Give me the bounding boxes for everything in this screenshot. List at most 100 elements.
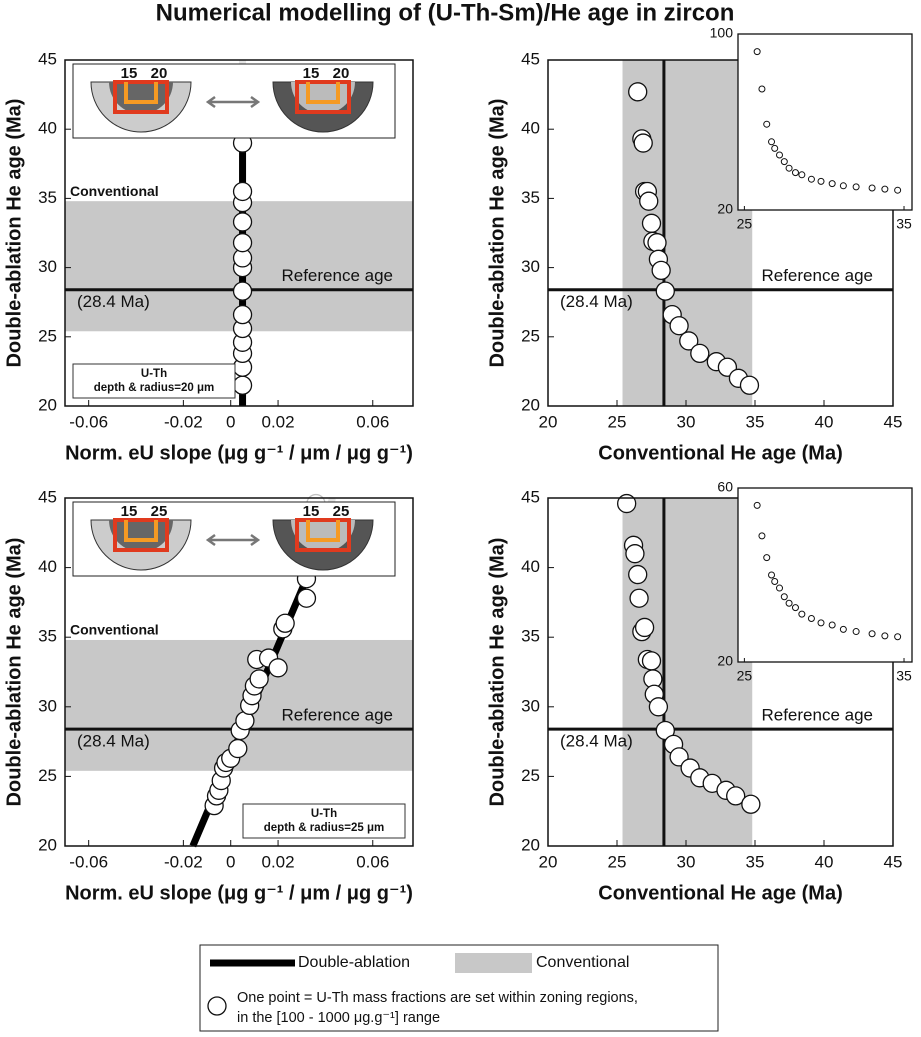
zone-inner xyxy=(306,520,340,542)
axes-frame xyxy=(547,59,894,407)
y-axis-label: Double-ablation He age (Ma) xyxy=(486,99,508,368)
y-tick-label: 45 xyxy=(521,487,540,506)
zone-outer xyxy=(113,518,169,552)
note-text: depth & radius=20 μm xyxy=(94,382,214,394)
y-tick-label: 20 xyxy=(521,395,540,414)
inset-point xyxy=(758,532,766,540)
data-point xyxy=(617,493,637,514)
data-point xyxy=(628,564,648,585)
data-point xyxy=(641,213,662,233)
axes-frame xyxy=(547,497,894,847)
y-axis-label: Double-ablation He age (Ma) xyxy=(486,538,508,807)
data-point xyxy=(275,613,295,633)
legend-label: Conventional xyxy=(536,954,629,971)
x-axis-label: Norm. eU slope (μg g⁻¹ / μm / μg g⁻¹) xyxy=(65,442,413,464)
x-tick-label: 0.06 xyxy=(356,412,389,431)
y-tick-label: 40 xyxy=(521,557,540,576)
y-tick-label: 25 xyxy=(521,326,540,345)
zone-outer-label: 25 xyxy=(333,503,350,520)
x-tick-label: 0.02 xyxy=(262,412,295,431)
band-label: Conventional xyxy=(70,183,159,199)
note-text: depth & radius=25 μm xyxy=(264,822,384,834)
data-point xyxy=(249,669,269,689)
legend-label: in the [100 - 1000 μg.g⁻¹] range xyxy=(237,1010,440,1026)
inset-point xyxy=(868,630,876,638)
reference-label: Reference age xyxy=(281,266,393,285)
data-point xyxy=(232,375,253,395)
inset-point xyxy=(768,571,776,579)
legend-label: One point = U-Th mass fractions are set … xyxy=(237,990,638,1006)
inset-point xyxy=(771,578,779,586)
note-text: U-Th xyxy=(311,808,337,820)
zone-inner xyxy=(124,82,158,104)
data-point xyxy=(628,82,648,102)
legend-band-swatch xyxy=(455,953,532,973)
x-tick-label: 35 xyxy=(746,852,765,871)
reference-value-label: (28.4 Ma) xyxy=(560,292,633,311)
inset-point xyxy=(758,85,766,93)
data-point xyxy=(634,617,655,638)
x-tick-label: 20 xyxy=(539,852,558,871)
x-tick-label: 30 xyxy=(677,412,696,431)
data-point xyxy=(648,697,669,717)
x-tick-label: 25 xyxy=(608,412,627,431)
inset-point xyxy=(881,632,889,640)
reference-label: Reference age xyxy=(281,706,393,725)
zone-outer-label: 25 xyxy=(151,503,168,520)
inset-x-tick-label: 35 xyxy=(896,668,912,684)
y-tick-label: 30 xyxy=(38,257,57,276)
x-tick-label: 0 xyxy=(226,412,235,431)
data-point xyxy=(232,212,253,232)
data-point xyxy=(651,260,671,281)
reference-label: Reference age xyxy=(761,706,873,725)
x-tick-label: 35 xyxy=(746,412,765,431)
data-point xyxy=(639,191,659,211)
x-tick-label: 30 xyxy=(677,852,696,871)
data-point xyxy=(633,133,653,153)
y-tick-label: 40 xyxy=(521,119,540,138)
zone-inner xyxy=(306,82,340,104)
inset-point xyxy=(894,186,902,194)
axes-frame xyxy=(64,59,414,407)
inset-point xyxy=(852,183,860,191)
inset-y-tick-label: 20 xyxy=(717,653,733,669)
arrow xyxy=(205,533,261,547)
x-tick-label: 25 xyxy=(608,852,627,871)
inset-point xyxy=(894,633,902,641)
data-point xyxy=(629,588,649,608)
y-axis-label: Double-ablation He age (Ma) xyxy=(3,99,25,368)
y-tick-label: 45 xyxy=(521,49,540,68)
data-point xyxy=(690,343,710,364)
y-tick-label: 30 xyxy=(521,257,540,276)
data-point xyxy=(647,233,667,253)
reference-label: Reference age xyxy=(761,266,873,285)
inset-y-tick-label: 100 xyxy=(710,25,734,41)
inset-x-tick-label: 35 xyxy=(896,216,912,232)
x-tick-label: 40 xyxy=(815,412,834,431)
reference-value-label: (28.4 Ma) xyxy=(77,732,150,751)
inset-point xyxy=(763,120,771,128)
inset-point xyxy=(852,628,860,636)
figure-title: Numerical modelling of (U-Th-Sm)/He age … xyxy=(156,0,735,26)
data-point xyxy=(232,181,253,202)
x-tick-label: -0.06 xyxy=(69,852,108,871)
inset-point xyxy=(791,604,799,612)
inset-point xyxy=(807,175,815,183)
data-point xyxy=(741,794,761,814)
data-point xyxy=(641,651,662,671)
zone-outer xyxy=(295,80,351,114)
data-point xyxy=(739,375,760,395)
inset-point xyxy=(780,593,788,601)
data-point xyxy=(625,544,645,564)
y-tick-label: 30 xyxy=(38,696,57,715)
zone-outer xyxy=(113,80,169,114)
data-point xyxy=(232,305,253,325)
inset-point xyxy=(776,584,784,592)
y-tick-label: 20 xyxy=(38,835,57,854)
y-tick-label: 35 xyxy=(38,188,57,207)
inset-point xyxy=(839,182,847,190)
zone-inner xyxy=(124,520,158,542)
inset-point xyxy=(780,158,788,166)
y-tick-label: 20 xyxy=(521,835,540,854)
inset-point xyxy=(828,180,836,188)
